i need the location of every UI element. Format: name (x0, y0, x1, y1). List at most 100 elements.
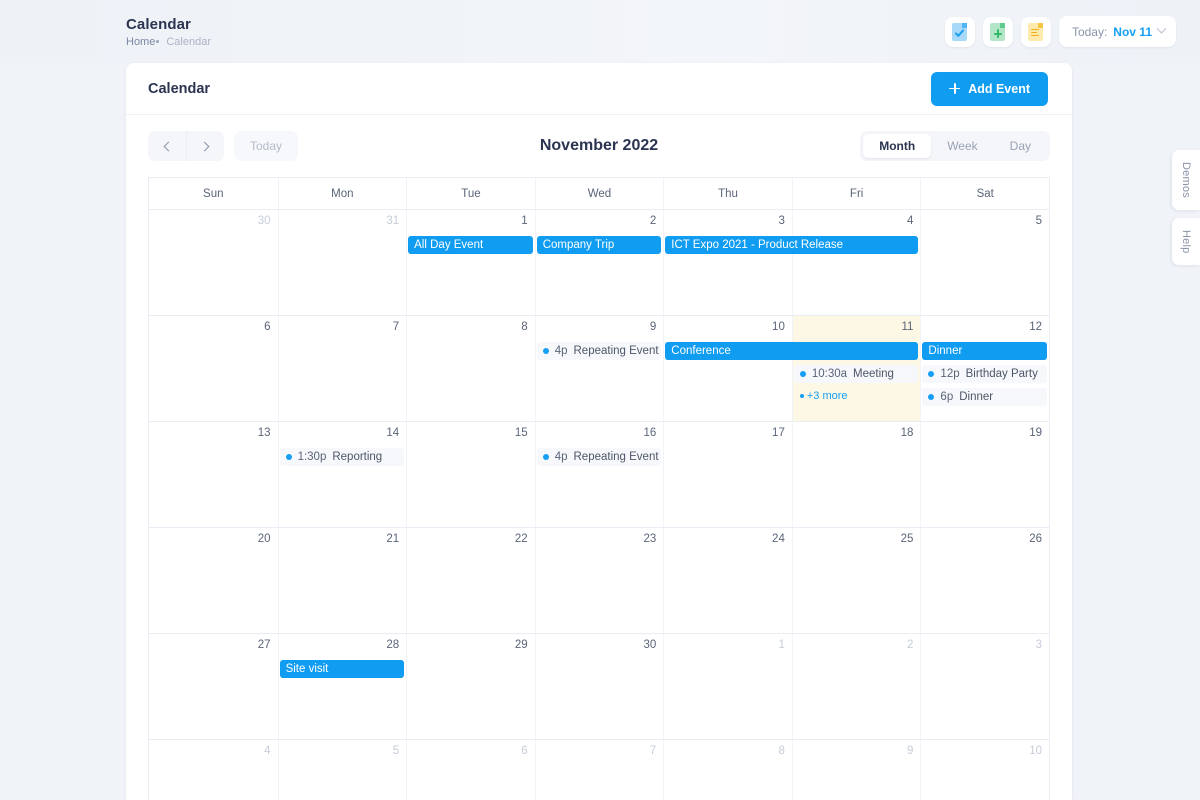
breadcrumb-home[interactable]: Home (126, 35, 156, 48)
event-dot-icon (799, 371, 806, 377)
calendar-day-cell[interactable]: 9 (791, 740, 921, 800)
view-switcher: Month Week Day (860, 131, 1050, 161)
side-tab-demos[interactable]: Demos (1172, 150, 1200, 210)
calendar-day-cell[interactable]: 3 (663, 210, 792, 315)
calendar-day-cell[interactable]: 20 (149, 528, 278, 633)
calendar-day-cell[interactable]: 5 (920, 210, 1049, 315)
calendar-day-cell[interactable]: 25 (791, 528, 921, 633)
calendar-event-timed[interactable]: 4p Repeating Event (536, 448, 662, 466)
prev-month-button[interactable] (148, 131, 186, 161)
today-button[interactable]: Today (234, 131, 299, 161)
side-tabs: Demos Help (1172, 150, 1200, 266)
calendar-day-cell[interactable]: 14 (277, 422, 407, 527)
today-date-selector[interactable]: Today: Nov 11 (1058, 16, 1176, 47)
calendar-day-cell[interactable]: 8 (406, 316, 535, 421)
calendar-day-cell[interactable]: 3 (920, 634, 1049, 739)
calendar-day-cell[interactable]: 2 (534, 210, 664, 315)
calendar-event-timed[interactable]: 10:30a Meeting (793, 365, 919, 383)
day-number: 2 (649, 215, 657, 227)
calendar-toolbar: Today November 2022 Month Week Day (126, 115, 1072, 177)
calendar-day-cell[interactable]: 4 (791, 210, 921, 315)
calendar-day-cell[interactable]: 22 (406, 528, 535, 633)
event-dot-icon (928, 371, 935, 377)
calendar-day-cell[interactable]: 6 (406, 740, 535, 800)
calendar-event-allday[interactable]: All Day Event (408, 236, 533, 254)
more-events-link[interactable]: +3 more (794, 388, 919, 404)
day-number: 4 (264, 745, 271, 757)
calendar-day-cell[interactable]: 19 (920, 422, 1049, 527)
calendar-day-cell[interactable]: 24 (663, 528, 792, 633)
calendar-day-cell[interactable]: 27 (149, 634, 278, 739)
add-event-button[interactable]: Add Event (931, 71, 1048, 106)
day-number: 21 (386, 533, 400, 545)
calendar-week: 30 31 1 2 3 4 5 All Day Event Company Trip ICT Ex… (149, 210, 1049, 316)
event-title: All Day Event (414, 239, 484, 251)
calendar-day-cell[interactable]: 7 (277, 316, 407, 421)
day-number: 18 (900, 427, 914, 439)
event-time: 10:30a (811, 368, 848, 380)
calendar-event-allday[interactable]: Dinner (922, 342, 1047, 360)
day-of-week-sun: Sun (149, 178, 278, 210)
breadcrumb: Home Calendar (126, 36, 211, 48)
calendar-day-cell[interactable]: 7 (534, 740, 664, 800)
calendar-day-cell[interactable]: 28 (277, 634, 407, 739)
day-number: 6 (521, 745, 528, 757)
calendar-day-cell[interactable]: 16 (534, 422, 664, 527)
calendar-event-allday[interactable]: Conference (665, 342, 919, 360)
chevron-right-icon (199, 141, 210, 151)
calendar-day-cell[interactable]: 29 (406, 634, 535, 739)
event-layer: 4p Repeating Event Conference Dinner 10:30a M… (149, 342, 1049, 421)
calendar-day-cell[interactable]: 1 (406, 210, 535, 315)
calendar-event-timed[interactable]: 12p Birthday Party (922, 365, 1047, 383)
calendar-day-cell[interactable]: 30 (149, 210, 278, 315)
more-dot-icon (799, 394, 804, 398)
document-check-icon (952, 22, 968, 41)
calendar-event-allday[interactable]: Company Trip (536, 236, 662, 254)
calendar-day-cell[interactable]: 9 (534, 316, 664, 421)
day-number: 9 (907, 745, 914, 757)
view-week-button[interactable]: Week (931, 134, 993, 158)
calendar-day-cell[interactable]: 10 (663, 316, 792, 421)
chevron-down-icon (1156, 23, 1167, 34)
side-tab-help[interactable]: Help (1172, 217, 1200, 266)
view-day-button[interactable]: Day (994, 134, 1047, 158)
next-month-button[interactable] (186, 131, 224, 161)
calendar-day-cell[interactable]: 8 (663, 740, 792, 800)
calendar-event-timed[interactable]: 1:30p Reporting (279, 448, 405, 466)
calendar-day-cell[interactable]: 18 (791, 422, 921, 527)
calendar-day-cell[interactable]: 17 (663, 422, 792, 527)
calendar-day-cell[interactable]: 15 (406, 422, 535, 527)
calendar-day-cell[interactable]: 31 (277, 210, 407, 315)
view-month-button[interactable]: Month (863, 134, 932, 158)
day-number: 28 (386, 639, 400, 651)
calendar-day-cell[interactable]: 5 (277, 740, 407, 800)
document-list-button[interactable] (1020, 16, 1051, 47)
calendar-day-cell[interactable]: 4 (149, 740, 278, 800)
event-title: Site visit (285, 663, 329, 675)
calendar-day-cell[interactable]: 2 (791, 634, 921, 739)
calendar-event-allday[interactable]: Site visit (279, 660, 405, 678)
event-dot-icon (542, 348, 549, 354)
calendar-event-allday[interactable]: ICT Expo 2021 - Product Release (665, 236, 919, 254)
breadcrumb-current: Calendar (166, 35, 211, 48)
calendar-day-cell[interactable]: 23 (534, 528, 664, 633)
calendar-event-timed[interactable]: 6p Dinner (922, 388, 1047, 406)
event-title: Meeting (853, 368, 894, 380)
event-dot-icon (285, 454, 292, 460)
day-number: 14 (386, 427, 400, 439)
day-number: 5 (392, 745, 400, 757)
calendar-day-cell[interactable]: 12 (920, 316, 1049, 421)
page-header-actions: Today: Nov 11 (944, 16, 1176, 47)
calendar-day-cell[interactable]: 6 (149, 316, 278, 421)
calendar-day-cell[interactable]: 10 (920, 740, 1049, 800)
calendar-weeks: 30 31 1 2 3 4 5 All Day Event Company Trip ICT Ex… (148, 210, 1050, 800)
day-of-week-fri: Fri (791, 178, 921, 210)
calendar-day-cell[interactable]: 30 (534, 634, 664, 739)
calendar-day-cell[interactable]: 21 (277, 528, 407, 633)
calendar-event-timed[interactable]: 4p Repeating Event (536, 342, 662, 360)
document-plus-button[interactable] (982, 16, 1013, 47)
calendar-day-cell[interactable]: 26 (920, 528, 1049, 633)
document-check-button[interactable] (944, 16, 975, 47)
calendar-day-cell[interactable]: 1 (663, 634, 792, 739)
calendar-day-cell[interactable]: 13 (149, 422, 278, 527)
